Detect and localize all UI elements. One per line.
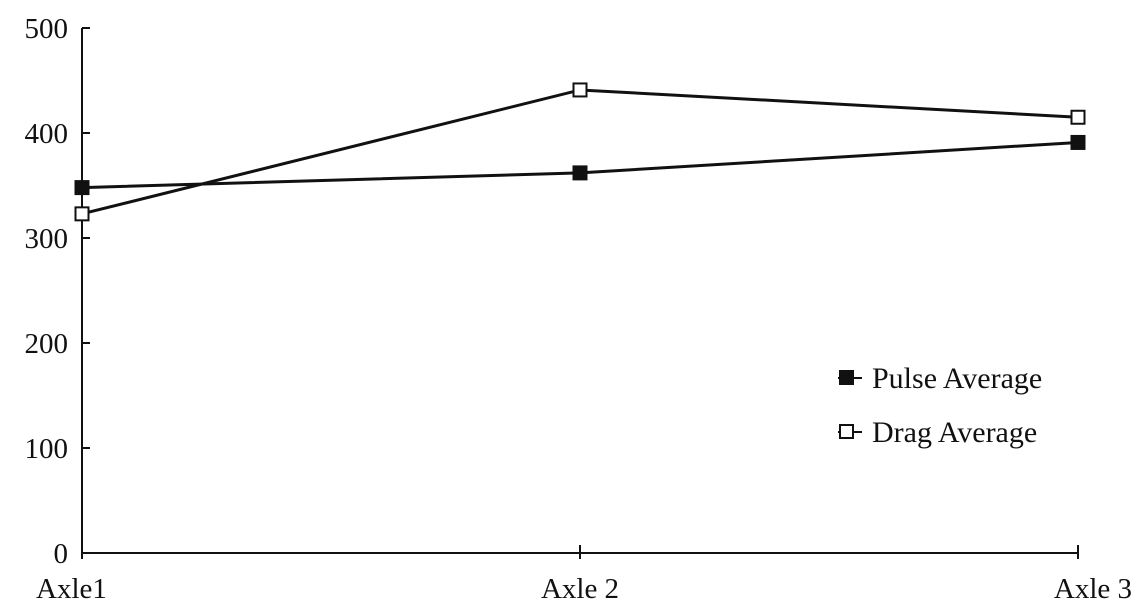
x-tick-label: Axle 3	[1054, 573, 1132, 605]
legend-item: Drag Average	[838, 416, 1037, 449]
legend-item: Pulse Average	[838, 362, 1042, 395]
y-tick-label: 200	[25, 328, 69, 360]
axes: 0 100 200 300 400 500 Axle1 Axle 2 Axle 3	[25, 13, 1133, 605]
legend-marker	[839, 424, 854, 439]
data-point	[572, 82, 588, 98]
legend-label: Drag Average	[872, 416, 1037, 449]
data-point	[572, 165, 588, 181]
series-line	[81, 140, 1079, 190]
data-point	[1070, 109, 1086, 125]
y-tick-label: 0	[54, 538, 69, 570]
legend-marker	[839, 370, 854, 385]
series-layer	[74, 82, 1086, 222]
x-tick-label: Axle 2	[541, 573, 619, 605]
y-tick-label: 100	[25, 433, 69, 465]
y-tick-label: 300	[25, 223, 69, 255]
data-point	[74, 180, 90, 196]
series-1	[74, 82, 1086, 222]
y-tick-label: 400	[25, 118, 69, 150]
x-tick-label: Axle1	[36, 573, 107, 605]
legend-label: Pulse Average	[872, 362, 1042, 395]
y-tick-label: 500	[25, 13, 69, 45]
data-point	[1070, 134, 1086, 150]
legend: Pulse Average Drag Average	[838, 362, 1042, 449]
data-point	[74, 206, 90, 222]
series-0	[74, 134, 1086, 196]
